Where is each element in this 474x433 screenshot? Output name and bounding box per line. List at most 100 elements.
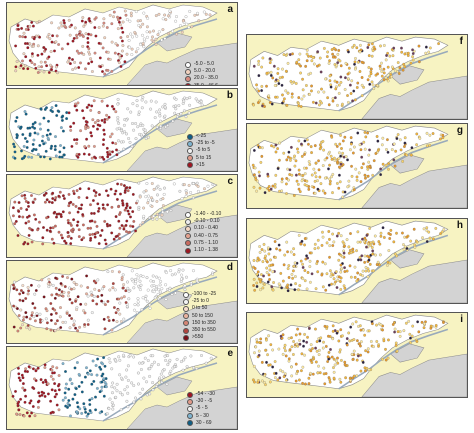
station-dot (49, 374, 53, 378)
station-dot (13, 145, 16, 149)
station-dot (141, 296, 145, 300)
station-dot (28, 317, 32, 321)
station-dot (253, 173, 256, 177)
station-dot (100, 293, 104, 297)
station-dot (71, 397, 75, 401)
legend-entry: -5 to 5 (187, 147, 215, 154)
station-dot (274, 376, 277, 380)
station-dot (368, 226, 371, 230)
station-dot (165, 382, 169, 386)
map-panel-f: f (246, 34, 468, 120)
legend-label: <-25 (196, 133, 207, 139)
station-dot (272, 64, 276, 68)
station-dot (294, 159, 298, 163)
station-dot (101, 203, 105, 207)
station-dot (340, 267, 343, 271)
station-dot (57, 230, 61, 234)
station-dot (59, 126, 63, 130)
station-dot (259, 280, 262, 284)
station-dot (184, 15, 188, 19)
station-dot (102, 157, 106, 161)
station-dot (263, 191, 267, 195)
station-dot (88, 398, 92, 402)
river (338, 139, 449, 201)
station-dot (27, 214, 31, 218)
station-dot (55, 292, 59, 296)
station-dot (28, 126, 32, 130)
station-dot (86, 412, 90, 416)
station-dot (391, 54, 395, 58)
station-dot (151, 35, 154, 39)
station-dot (167, 14, 170, 18)
station-dot (12, 283, 15, 287)
station-dot (310, 272, 314, 276)
station-dot (323, 382, 327, 386)
station-dot (30, 313, 34, 317)
station-dot (313, 191, 317, 195)
map-panel-h: h (246, 218, 468, 304)
station-dot (203, 187, 206, 191)
station-dot (268, 101, 272, 104)
station-dot (381, 136, 385, 140)
station-dot (80, 411, 84, 415)
station-dot (379, 234, 383, 238)
station-dot (318, 339, 322, 343)
station-dot (351, 247, 355, 251)
station-dot (21, 133, 25, 136)
station-dot (169, 209, 173, 212)
station-dot (181, 19, 185, 23)
station-dot (141, 95, 145, 99)
station-dot (401, 68, 405, 72)
station-dot (89, 203, 92, 207)
station-dot (37, 284, 41, 288)
station-dot (366, 167, 370, 171)
station-dot (429, 46, 432, 50)
legend-entry: -5 - 5 (187, 405, 215, 412)
station-dot (116, 308, 120, 312)
station-dot (367, 160, 371, 164)
station-dot (60, 24, 64, 28)
station-dot (376, 72, 379, 76)
station-dot (100, 99, 104, 103)
station-dot (136, 297, 140, 301)
station-dot (34, 217, 38, 221)
station-dot (384, 163, 388, 167)
station-dot (387, 231, 391, 235)
station-dot (396, 133, 400, 137)
station-dot (284, 354, 288, 358)
station-dot (336, 356, 339, 360)
station-dot (118, 211, 122, 215)
station-dot (109, 187, 113, 191)
station-dot (349, 92, 353, 95)
station-dot (321, 260, 325, 264)
station-dot (328, 79, 332, 83)
station-dot (280, 180, 284, 184)
station-dot (437, 42, 440, 46)
station-dot (373, 234, 377, 238)
station-dot (57, 288, 61, 292)
station-dot (302, 344, 305, 348)
station-dot (71, 58, 74, 61)
station-dot (104, 242, 108, 246)
map-layer (247, 219, 467, 303)
station-dot (122, 283, 126, 287)
station-dot (111, 318, 115, 322)
station-dot (125, 368, 129, 372)
station-dot (102, 377, 106, 381)
legend-entry: 150 to 350 (183, 320, 216, 327)
station-dot (114, 215, 118, 219)
station-dot (44, 47, 48, 51)
station-dot (360, 94, 364, 98)
station-dot (274, 143, 278, 147)
station-dot (369, 72, 373, 76)
station-dot (163, 13, 167, 17)
map-layer (7, 347, 237, 429)
station-dot (143, 297, 147, 301)
station-dot (360, 60, 364, 64)
station-dot (113, 192, 117, 196)
station-dot (63, 25, 67, 29)
station-dot (80, 380, 84, 384)
station-dot (26, 292, 30, 296)
station-dot (260, 273, 263, 277)
station-dot (347, 66, 351, 70)
